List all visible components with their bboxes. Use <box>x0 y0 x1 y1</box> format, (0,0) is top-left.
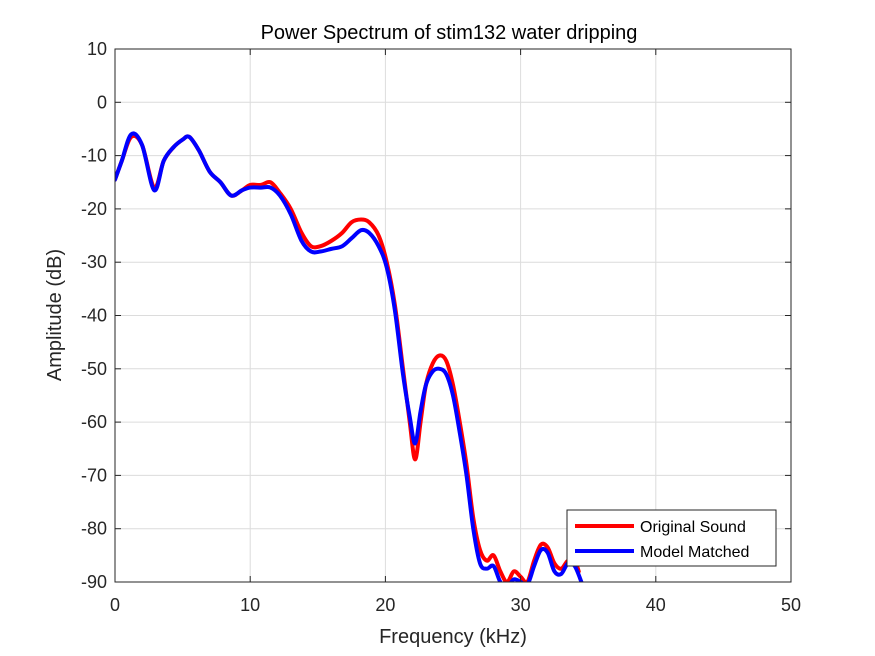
y-tick-label: -70 <box>81 465 107 485</box>
x-tick-label: 0 <box>110 595 120 615</box>
y-tick-label: -10 <box>81 146 107 166</box>
y-tick-label: -20 <box>81 199 107 219</box>
y-tick-label: -40 <box>81 306 107 326</box>
legend-label-model-matched: Model Matched <box>640 544 749 561</box>
y-tick-label: -90 <box>81 572 107 592</box>
x-tick-label: 40 <box>646 595 666 615</box>
x-tick-label: 50 <box>781 595 801 615</box>
y-axis-label: Amplitude (dB) <box>44 249 66 381</box>
x-tick-label: 20 <box>375 595 395 615</box>
y-tick-label: 0 <box>97 92 107 112</box>
x-axis-label: Frequency (kHz) <box>379 626 527 648</box>
legend-label-original-sound: Original Sound <box>640 519 746 536</box>
x-axis-ticks: 0 10 20 30 40 50 <box>110 49 801 615</box>
y-tick-label: -30 <box>81 252 107 272</box>
legend: Original Sound Model Matched <box>566 509 777 567</box>
grid-lines <box>115 49 791 582</box>
series-line-model-matched <box>115 131 584 582</box>
x-tick-label: 30 <box>511 595 531 615</box>
y-axis-ticks: 10 0 -10 -20 -30 -40 -50 -60 -70 -80 -90 <box>81 39 791 592</box>
y-tick-label: 10 <box>87 39 107 59</box>
y-tick-label: -80 <box>81 519 107 539</box>
x-tick-label: 10 <box>240 595 260 615</box>
y-tick-label: -50 <box>81 359 107 379</box>
y-tick-label: -60 <box>81 412 107 432</box>
chart-title: Power Spectrum of stim132 water dripping <box>261 22 638 44</box>
legend-box <box>566 509 777 567</box>
series-lines <box>115 131 584 582</box>
